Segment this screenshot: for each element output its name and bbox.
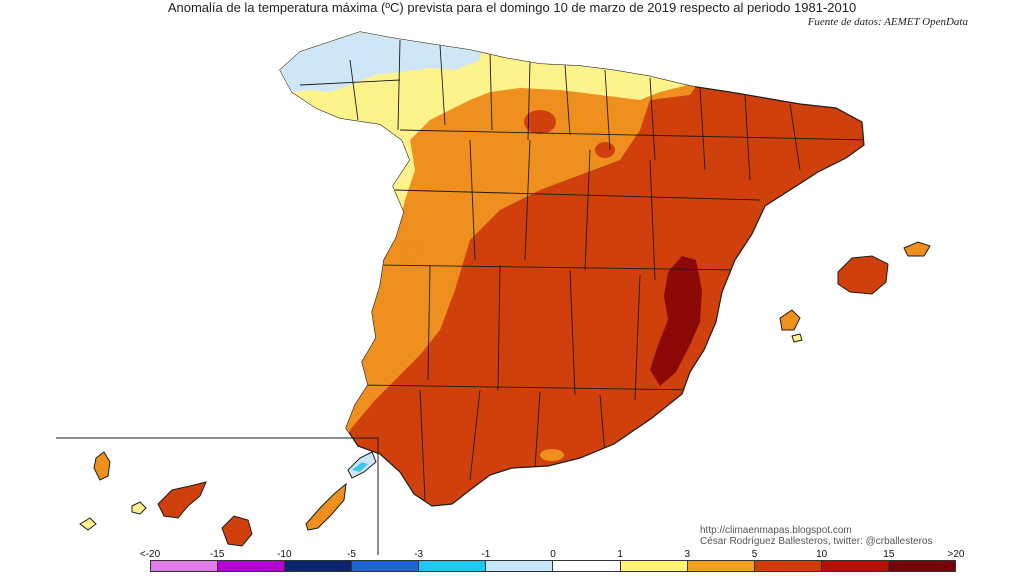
la-palma-island (93, 451, 111, 481)
color-legend (150, 560, 956, 572)
legend-tick-label: <-20 (139, 549, 161, 560)
legend-swatch (821, 561, 889, 571)
legend-tick-label: 5 (751, 549, 758, 560)
legend-tick-label: -10 (277, 549, 292, 560)
map-title: Anomalía de la temperatura máxima (ºC) p… (167, 0, 857, 15)
credits: http://climaenmapas.blogspot.com César R… (700, 525, 932, 547)
legend-swatch (218, 561, 286, 571)
author-credit: César Rodríguez Ballesteros, twitter: @c… (700, 536, 933, 547)
legend-swatch (352, 561, 420, 571)
gran-canaria-island (221, 515, 253, 547)
ibiza-island (779, 309, 801, 331)
legend-tick-label: 1 (617, 549, 623, 560)
very-hot-zone (650, 256, 702, 386)
legend-tick-label: 3 (684, 549, 691, 560)
mallorca-island (837, 255, 889, 295)
legend-tick-label: 0 (550, 549, 556, 560)
warm-zone (280, 32, 864, 470)
legend-swatch (151, 561, 219, 571)
legend-tick-label: -1 (481, 549, 491, 560)
formentera-island (791, 333, 803, 343)
legend-swatch (687, 561, 755, 571)
cold-patch (352, 462, 368, 472)
legend-tick-label: -15 (209, 549, 225, 560)
el-hierro-island (79, 517, 97, 531)
hot-patch (595, 142, 615, 158)
legend-tick-label: -5 (347, 549, 356, 560)
blog-url: http://climaenmapas.blogspot.com (700, 525, 852, 536)
legend-tick-label: -3 (414, 549, 424, 560)
legend-swatch (285, 561, 353, 571)
legend-swatch (754, 561, 822, 571)
la-gomera-island (131, 501, 147, 515)
legend-tick-label: 10 (816, 549, 828, 560)
fuerteventura-island (305, 482, 347, 531)
legend-swatch (888, 561, 955, 571)
legend-tick-label: 15 (883, 549, 895, 560)
warm-patch (540, 449, 564, 461)
cool-zone (280, 32, 480, 95)
legend-tick-label: >20 (947, 549, 965, 560)
legend-swatch (486, 561, 554, 571)
province-borders (299, 39, 864, 501)
canary-inset-frame (56, 437, 379, 555)
legend-swatch (553, 561, 621, 571)
legend-swatch (419, 561, 487, 571)
legend-swatch (620, 561, 688, 571)
menorca-island (903, 241, 931, 257)
hot-patch (524, 110, 556, 134)
tenerife-island (157, 481, 207, 519)
data-source: Fuente de datos: AEMET OpenData (807, 16, 968, 28)
warm-patch (400, 242, 420, 258)
